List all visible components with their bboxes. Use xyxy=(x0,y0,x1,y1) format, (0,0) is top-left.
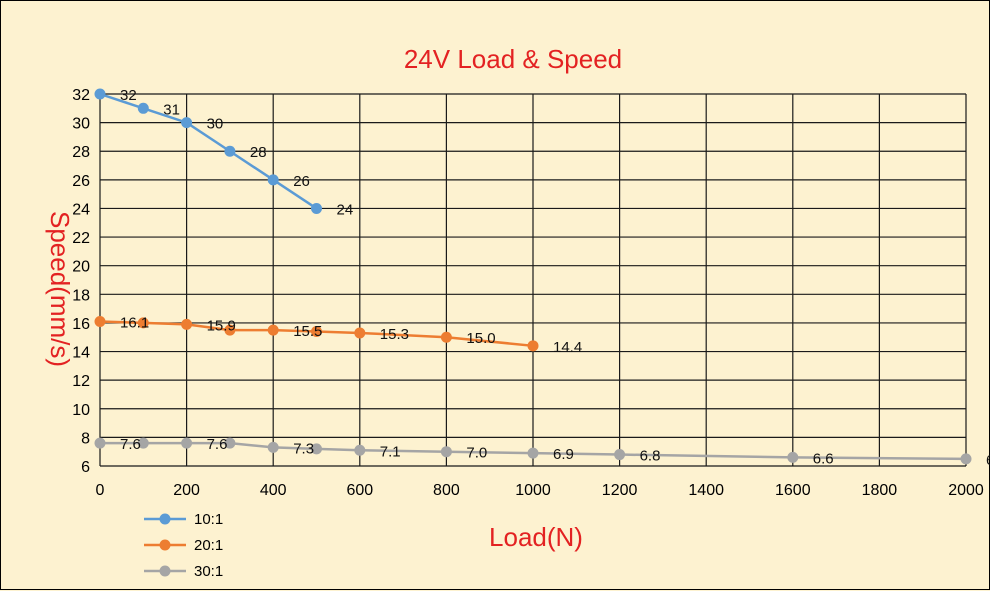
y-tick-label: 32 xyxy=(72,87,90,104)
data-point xyxy=(224,324,236,336)
legend-item: 20:1 xyxy=(144,537,223,554)
data-label: 16.1 xyxy=(120,314,149,331)
x-tick-label: 1000 xyxy=(515,482,551,499)
y-axis-title: Speed(mm/s) xyxy=(45,211,75,367)
series xyxy=(94,88,972,465)
x-tick-label: 600 xyxy=(346,482,373,499)
x-tick-label: 200 xyxy=(173,482,200,499)
y-tick-label: 6 xyxy=(81,459,90,476)
data-label: 7.6 xyxy=(207,436,228,453)
series-line xyxy=(100,441,967,461)
data-label: 26 xyxy=(293,173,310,190)
x-tick-label: 400 xyxy=(260,482,287,499)
data-point xyxy=(94,437,106,449)
data-point xyxy=(440,446,452,458)
y-tick-label: 20 xyxy=(72,259,90,276)
legend-label: 30:1 xyxy=(194,563,223,580)
legend-label: 10:1 xyxy=(194,511,223,528)
data-point xyxy=(960,453,972,465)
data-point xyxy=(354,444,366,456)
legend-marker xyxy=(159,539,171,551)
data-point xyxy=(527,340,539,352)
y-tick-label: 28 xyxy=(72,144,90,161)
data-point xyxy=(440,331,452,343)
data-label: 6.6 xyxy=(813,450,834,467)
y-tick-label: 10 xyxy=(72,402,90,419)
y-tick-label: 16 xyxy=(72,316,90,333)
data-point xyxy=(137,102,149,114)
series-3 xyxy=(94,437,972,465)
x-tick-label: 1600 xyxy=(775,482,811,499)
data-label: 30 xyxy=(207,116,224,133)
data-point xyxy=(267,324,279,336)
data-label: 7.3 xyxy=(293,440,314,457)
data-label: 15.5 xyxy=(293,323,322,340)
data-point xyxy=(311,326,322,338)
x-tick-label: 800 xyxy=(433,482,460,499)
data-label: 28 xyxy=(250,144,267,161)
series-line xyxy=(99,92,318,210)
data-point xyxy=(311,443,322,455)
data-point xyxy=(527,447,539,459)
x-tick-label: 1800 xyxy=(862,482,898,499)
data-point xyxy=(94,315,106,327)
data-point xyxy=(137,437,149,449)
y-tick-label: 18 xyxy=(72,287,90,304)
data-label: 6.9 xyxy=(553,446,574,463)
data-label: 15.3 xyxy=(380,326,409,343)
data-label: 6.5 xyxy=(986,452,990,469)
legend: 10:1 20:1 30:1 xyxy=(144,511,223,580)
data-label: 15.0 xyxy=(466,330,495,347)
data-point xyxy=(787,451,799,463)
data-label: 6.8 xyxy=(640,448,661,465)
data-point xyxy=(181,318,193,330)
y-tick-label: 22 xyxy=(72,230,90,247)
data-point xyxy=(181,437,193,449)
grid xyxy=(99,93,967,467)
x-axis-ticks: 0 200 400 600 800 1000 1200 1400 1600 1800 2000 xyxy=(96,482,984,499)
data-point xyxy=(224,145,236,157)
y-tick-label: 12 xyxy=(72,373,90,390)
data-point xyxy=(181,117,193,129)
data-label: 31 xyxy=(163,101,180,118)
data-point xyxy=(224,437,236,449)
y-tick-label: 24 xyxy=(72,201,90,218)
data-point xyxy=(614,449,626,461)
x-axis-title: Load(N) xyxy=(489,522,583,552)
legend-item: 30:1 xyxy=(144,563,223,580)
data-label: 7.0 xyxy=(466,445,487,462)
data-point xyxy=(94,88,106,100)
y-tick-label: 26 xyxy=(72,173,90,190)
y-axis-ticks: 6 8 10 12 14 16 18 20 22 24 26 28 30 32 xyxy=(72,87,90,476)
x-tick-label: 1400 xyxy=(688,482,724,499)
y-tick-label: 30 xyxy=(72,116,90,133)
data-point xyxy=(267,441,279,453)
data-point xyxy=(267,174,279,186)
data-label: 7.1 xyxy=(380,443,401,460)
x-tick-label: 2000 xyxy=(948,482,984,499)
legend-label: 20:1 xyxy=(194,537,223,554)
data-point xyxy=(311,202,322,214)
data-label: 7.6 xyxy=(120,436,141,453)
data-label: 15.9 xyxy=(207,317,236,334)
legend-marker xyxy=(159,565,171,577)
data-label: 14.4 xyxy=(553,339,582,356)
series-1 xyxy=(94,88,322,214)
x-tick-label: 1200 xyxy=(602,482,638,499)
x-tick-label: 0 xyxy=(96,482,105,499)
legend-marker xyxy=(159,513,171,525)
series-2 xyxy=(94,315,539,352)
legend-item: 10:1 xyxy=(144,511,223,528)
y-tick-label: 8 xyxy=(81,430,90,447)
data-labels: 32 31 30 28 26 24 16.1 15.9 15.5 15.3 15.0 14.4 7.6 7… xyxy=(120,87,990,469)
data-label: 24 xyxy=(337,201,354,218)
data-point xyxy=(137,317,149,329)
y-tick-label: 14 xyxy=(72,345,90,362)
chart-title: 24V Load & Speed xyxy=(404,44,622,74)
data-label: 32 xyxy=(120,87,137,104)
data-point xyxy=(354,327,366,339)
